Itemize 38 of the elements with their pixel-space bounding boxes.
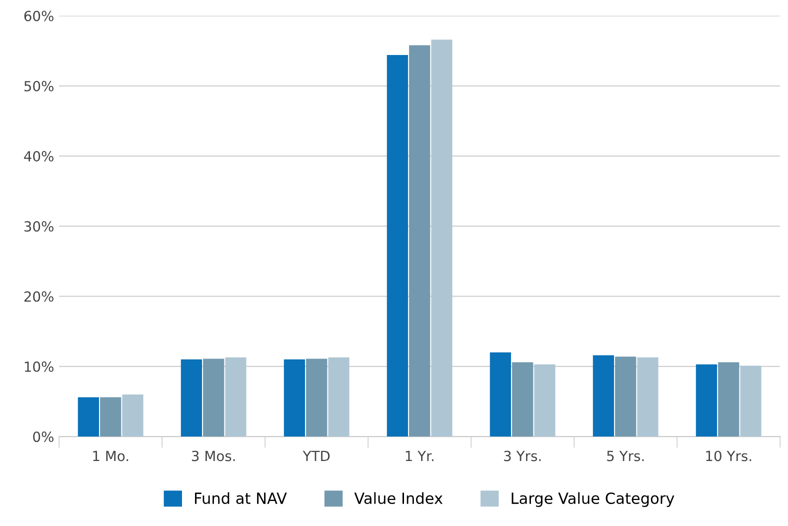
x-tick-label: 1 Mo.: [93, 450, 128, 462]
y-tick-label: 10%: [24, 361, 54, 372]
bar: [386, 55, 408, 437]
bar: [284, 359, 306, 437]
bar: [100, 397, 122, 437]
bar: [490, 352, 512, 437]
y-tick-label: 60%: [24, 10, 54, 22]
bar: [615, 356, 636, 437]
bar: [696, 364, 718, 437]
bar: [718, 362, 740, 437]
bar: [431, 40, 452, 437]
x-tick-label: 3 Yrs.: [504, 450, 541, 462]
y-tick-label: 20%: [24, 291, 54, 302]
bar: [740, 366, 762, 437]
y-tick-label: 40%: [24, 151, 54, 162]
x-tick-label: 1 Yr.: [406, 450, 434, 462]
legend-label: Large Value Category: [512, 492, 674, 507]
y-tick-label: 30%: [24, 221, 54, 232]
x-tick-label: 5 Yrs.: [607, 450, 644, 462]
bar: [203, 358, 224, 437]
bar: [409, 45, 430, 437]
legend-label: Value Index: [354, 492, 443, 504]
bar: [122, 394, 144, 437]
bar: [534, 364, 556, 437]
bar: [512, 362, 534, 437]
bar: [328, 357, 350, 437]
bar: [180, 359, 202, 437]
x-tick-label: YTD: [302, 450, 330, 462]
y-tick-label: 50%: [24, 80, 54, 92]
bar: [225, 357, 246, 437]
y-tick-label: 0%: [33, 432, 54, 442]
x-tick-label: 10 Yrs.: [706, 450, 752, 462]
bar: [78, 397, 100, 437]
legend-label: Fund at NAV: [195, 492, 287, 504]
bar: [592, 355, 614, 437]
x-tick-label: 3 Mos.: [192, 450, 235, 462]
bar: [306, 358, 328, 437]
bar: [637, 357, 658, 437]
